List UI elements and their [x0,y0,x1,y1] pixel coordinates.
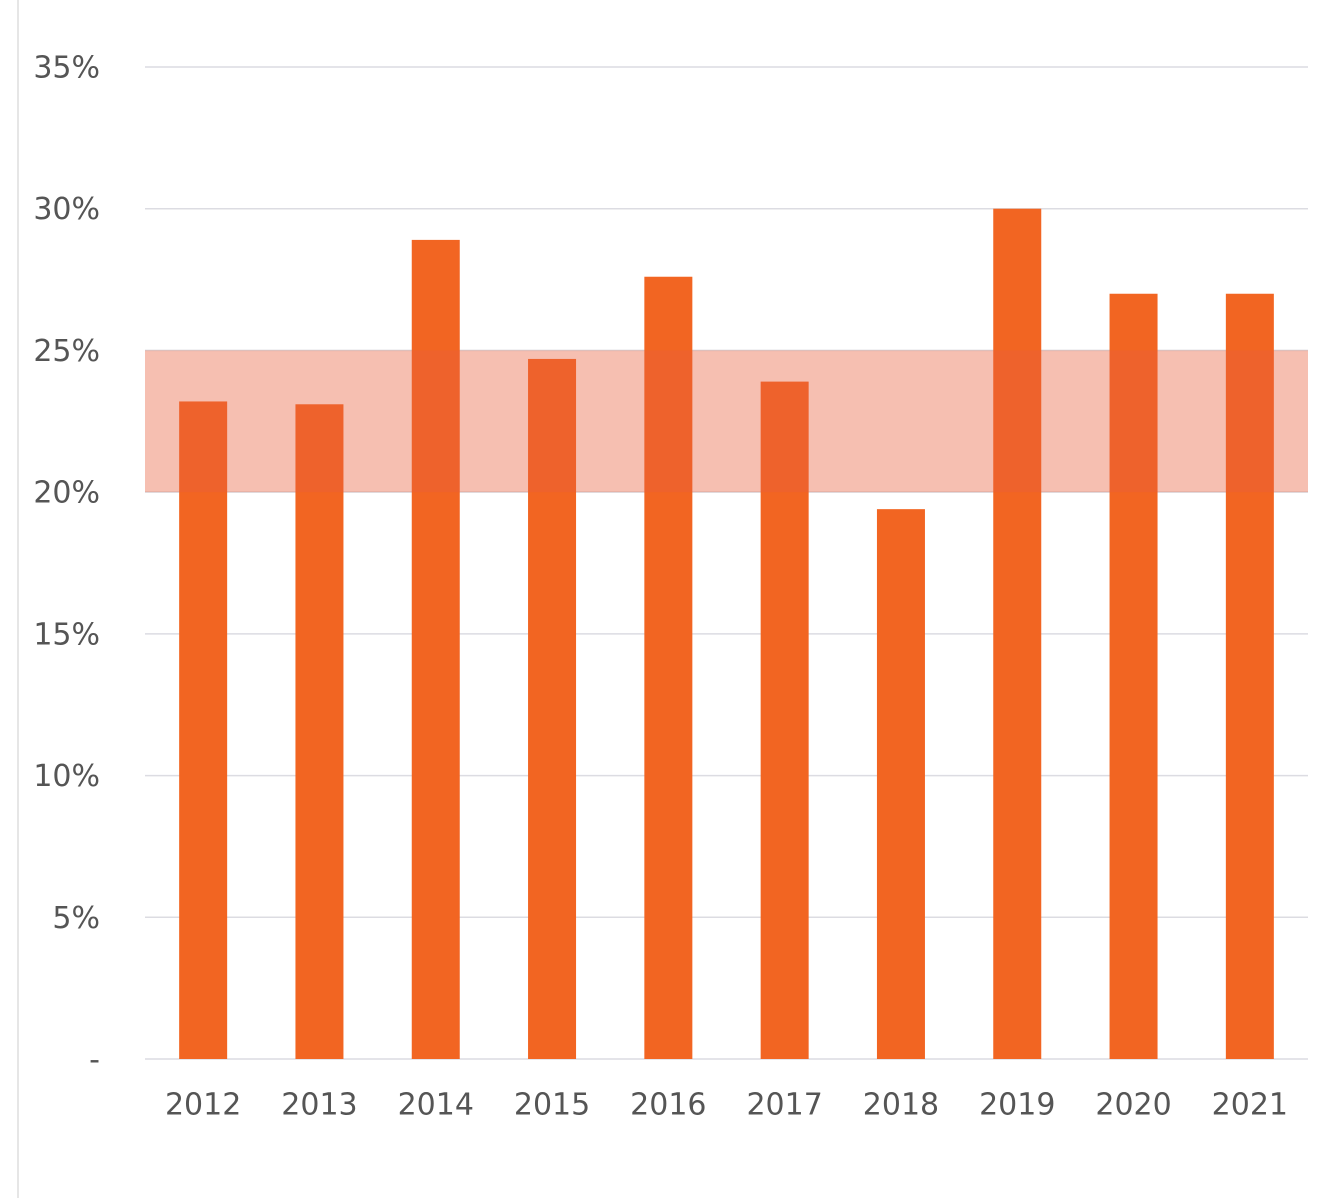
bar [295,404,344,1059]
x-tick-label: 2020 [1095,1088,1171,1123]
y-tick-label: 25% [33,334,100,369]
y-tick-label: 10% [33,759,100,794]
bar [1225,293,1274,1059]
bar [1109,293,1158,1059]
y-tick-label: 35% [33,51,100,86]
x-tick-label: 2012 [165,1088,241,1123]
x-tick-label: 2017 [746,1088,822,1123]
x-tick-label: 2018 [863,1088,939,1123]
x-tick-label: 2019 [979,1088,1055,1123]
bar [411,239,460,1060]
y-tick-label: 5% [52,901,100,936]
x-tick-label: 2021 [1212,1088,1288,1123]
bar [644,276,693,1059]
bar [528,358,577,1060]
highlight-band [145,350,1308,493]
y-tick-label: 30% [33,192,100,227]
bar [760,381,809,1059]
y-tick-label: 20% [33,476,100,511]
y-tick-label: - [89,1043,100,1078]
bar [876,509,925,1059]
x-tick-label: 2014 [398,1088,474,1123]
x-tick-label: 2015 [514,1088,590,1123]
y-tick-label: 15% [33,617,100,652]
x-tick-label: 2016 [630,1088,706,1123]
x-tick-label: 2013 [281,1088,357,1123]
bar [993,208,1042,1059]
bar [179,401,228,1060]
